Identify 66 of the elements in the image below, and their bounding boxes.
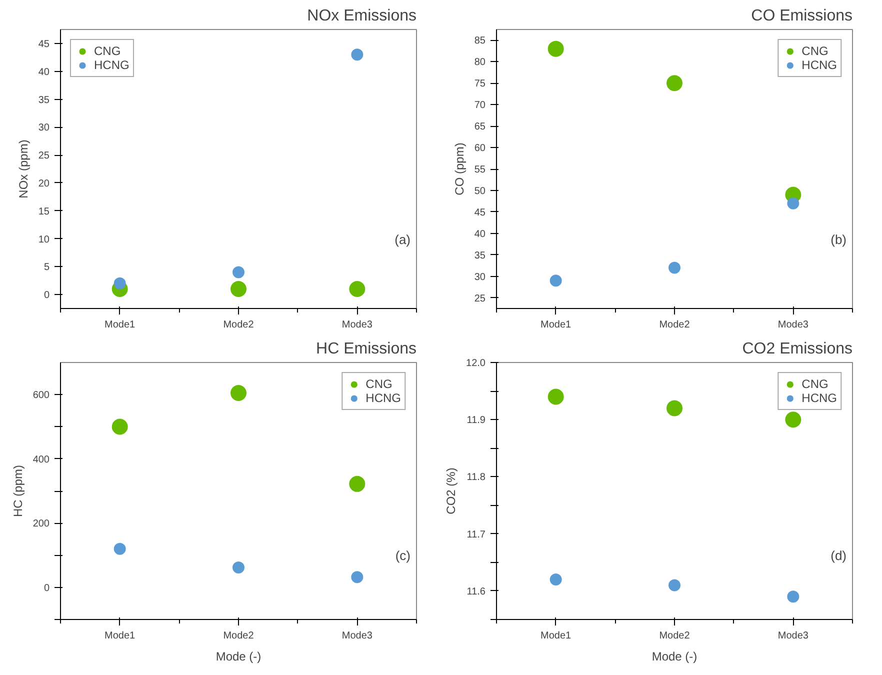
y-tick-label: 45 — [474, 207, 486, 218]
x-tick-label: Mode2 — [659, 630, 690, 642]
y-tick-label: 35 — [474, 250, 486, 262]
chart-title: HC Emissions — [316, 340, 417, 358]
y-tick-label: 45 — [38, 38, 50, 50]
y-tick-label: 400 — [32, 454, 50, 466]
y-tick-label: 50 — [474, 186, 486, 197]
x-tick-label: Mode3 — [778, 320, 809, 330]
legend-label: HCNG — [802, 58, 837, 72]
y-tick-label: 30 — [474, 272, 486, 283]
y-tick-label: 40 — [38, 66, 50, 78]
y-tick-label: 20 — [38, 178, 50, 190]
y-tick-label: 15 — [38, 206, 50, 218]
y-tick-label: 65 — [474, 122, 486, 133]
y-tick-label: 200 — [32, 518, 50, 530]
y-tick-label: 11.7 — [466, 529, 486, 540]
chart-title: NOx Emissions — [307, 8, 417, 24]
y-tick-label: 60 — [474, 143, 486, 154]
legend-label: HCNG — [94, 58, 130, 72]
x-tick-label: Mode3 — [778, 630, 809, 642]
legend-label: CNG — [94, 44, 121, 58]
x-tick-label: Mode3 — [342, 630, 373, 642]
y-tick-label: 0 — [44, 290, 50, 302]
y-tick-label: 35 — [38, 94, 50, 106]
x-tick-label: Mode1 — [540, 320, 572, 330]
x-tick-label: Mode2 — [223, 320, 254, 330]
y-tick-label: 12.0 — [466, 358, 486, 369]
y-tick-label: 25 — [474, 293, 486, 304]
legend-label: CNG — [802, 377, 828, 391]
x-tick-label: Mode1 — [104, 320, 136, 330]
y-tick-label: 80 — [474, 57, 486, 68]
y-tick-label: 5 — [44, 262, 50, 274]
y-tick-label: 75 — [474, 78, 486, 90]
x-axis-title: Mode (-) — [652, 650, 698, 664]
y-tick-label: 11.9 — [466, 415, 486, 426]
legend-label: HCNG — [802, 391, 837, 405]
annotation: (b) — [830, 232, 846, 248]
annotation: (c) — [395, 548, 411, 563]
legend-label: CNG — [802, 44, 828, 58]
annotation: (d) — [830, 548, 846, 563]
x-tick-label: Mode3 — [342, 320, 373, 330]
y-axis-title: CO2 (%) — [444, 468, 458, 514]
chart-title: CO Emissions — [751, 8, 853, 24]
y-axis-title: NOx (ppm) — [16, 140, 30, 198]
x-tick-label: Mode1 — [540, 630, 572, 642]
y-tick-label: 11.8 — [466, 472, 486, 484]
y-tick-label: 30 — [38, 122, 50, 134]
y-tick-label: 70 — [474, 100, 486, 112]
y-tick-label: 40 — [474, 228, 486, 240]
annotation: (a) — [394, 232, 410, 248]
chart-title: CO2 Emissions — [742, 340, 852, 358]
y-tick-label: 0 — [44, 582, 50, 594]
y-tick-label: 55 — [474, 164, 486, 176]
x-tick-label: Mode1 — [104, 630, 136, 642]
y-tick-label: 10 — [38, 234, 50, 246]
x-axis-title: Mode (-) — [216, 650, 262, 664]
x-tick-label: Mode2 — [223, 630, 254, 642]
legend-label: CNG — [366, 377, 392, 391]
legend-label: HCNG — [366, 391, 401, 405]
y-tick-label: 600 — [32, 390, 50, 402]
x-tick-label: Mode2 — [659, 320, 690, 330]
y-tick-label: 25 — [38, 150, 50, 162]
y-tick-label: 85 — [474, 36, 486, 47]
y-tick-label: 11.6 — [466, 586, 486, 598]
y-axis-title: CO (ppm) — [452, 142, 466, 196]
y-axis-title: HC (ppm) — [10, 464, 25, 517]
